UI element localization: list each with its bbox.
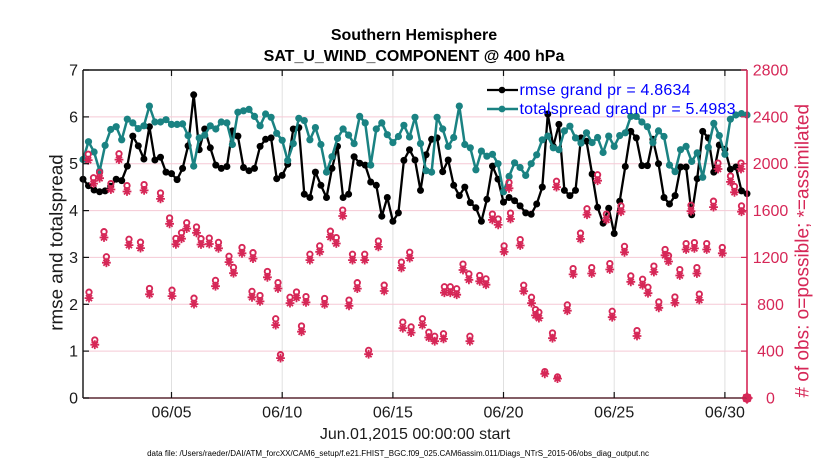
svg-text:*=assimilated: *=assimilated (793, 104, 816, 218)
svg-text:1600: 1600 (753, 203, 789, 220)
svg-text:2: 2 (69, 297, 78, 314)
svg-text:0: 0 (766, 391, 775, 408)
svg-text:06/10: 06/10 (262, 405, 302, 422)
svg-text:06/20: 06/20 (483, 405, 523, 422)
svg-text:06/05: 06/05 (151, 405, 191, 422)
svg-text:2400: 2400 (753, 109, 789, 126)
svg-text:1: 1 (69, 344, 78, 361)
svg-text:totalspread grand pr = 5.4983: totalspread grand pr = 5.4983 (520, 101, 736, 118)
svg-text:# of obs: o=possible;: # of obs: o=possible; (793, 223, 814, 398)
svg-text:4: 4 (69, 203, 78, 220)
svg-text:400: 400 (757, 344, 784, 361)
svg-text:800: 800 (757, 297, 784, 314)
svg-text:Jun.01,2015 00:00:00 start: Jun.01,2015 00:00:00 start (320, 426, 511, 443)
svg-text:06/15: 06/15 (373, 405, 413, 422)
svg-text:rmse grand pr = 4.8634: rmse grand pr = 4.8634 (520, 82, 691, 99)
svg-text:SAT_U_WIND_COMPONENT @ 400 hPa: SAT_U_WIND_COMPONENT @ 400 hPa (264, 48, 565, 65)
svg-text:1200: 1200 (753, 250, 789, 267)
svg-text:7: 7 (69, 63, 78, 80)
svg-text:rmse and totalspread: rmse and totalspread (46, 154, 67, 330)
svg-text:06/25: 06/25 (594, 405, 634, 422)
svg-text:data file: /Users/raeder/DAI/A: data file: /Users/raeder/DAI/ATM_forcXX/… (147, 449, 649, 458)
svg-text:5: 5 (69, 156, 78, 173)
svg-text:Southern Hemisphere: Southern Hemisphere (331, 27, 497, 44)
svg-text:6: 6 (69, 109, 78, 126)
svg-text:06/30: 06/30 (705, 405, 745, 422)
svg-text:3: 3 (69, 250, 78, 267)
svg-text:2000: 2000 (753, 156, 789, 173)
svg-text:2800: 2800 (753, 63, 789, 80)
svg-text:0: 0 (69, 391, 78, 408)
